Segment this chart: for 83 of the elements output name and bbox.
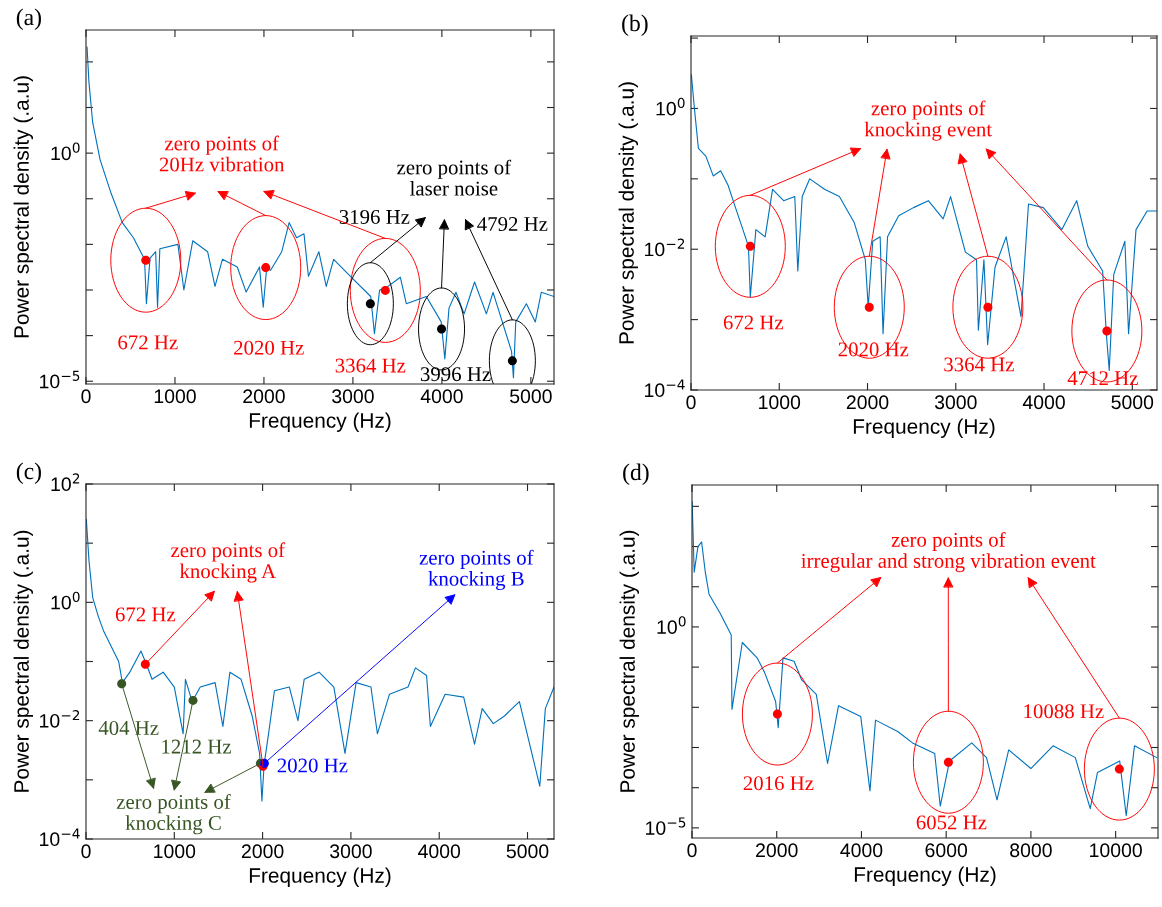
chart-title: (d) <box>623 463 649 485</box>
x-tick-label: 1000 <box>154 844 196 859</box>
y-axis-title: Power spectral density (.a.u) <box>13 76 33 338</box>
x-tick-label: 0 <box>81 844 91 859</box>
point <box>1114 764 1124 774</box>
annotation: 2020 Hz <box>234 340 304 355</box>
y-tick-label: 10$^{−5}$ <box>40 370 80 389</box>
x-axis-title: Frequency (Hz) <box>853 418 995 438</box>
x-tick-label: 1000 <box>154 389 196 404</box>
chart-title: (a) <box>16 8 41 30</box>
annotation: zero points of knocking A <box>171 542 286 583</box>
x-axis-title: Frequency (Hz) <box>854 866 996 886</box>
y-tick-label: 10$^{0}$ <box>51 142 80 161</box>
x-tick-label: 5000 <box>506 844 549 859</box>
y-tick-label: 10$^{−5}$ <box>646 817 686 835</box>
point <box>365 299 375 309</box>
point <box>745 241 755 251</box>
annotation: 2016 Hz <box>743 776 814 791</box>
x-tick-label: 5000 <box>510 389 552 404</box>
chart-title: (c) <box>16 462 41 484</box>
x-tick-label: 2000 <box>241 844 284 859</box>
annotation: 3364 Hz <box>944 357 1014 372</box>
chart-title: (b) <box>622 14 648 36</box>
annotation: zero points of irregular and strong vibration event <box>801 531 1096 573</box>
annotation: 2020 Hz <box>277 758 348 773</box>
annotation: 10088 Hz <box>1024 704 1104 719</box>
annotation: 3996 Hz <box>420 367 491 382</box>
point <box>943 757 953 767</box>
annotation: zero points of laser noise <box>397 159 512 196</box>
x-tick-label: 10000 <box>1090 843 1142 858</box>
x-tick-label: 4000 <box>1022 395 1065 410</box>
point <box>1102 326 1112 336</box>
point <box>437 324 447 334</box>
y-axis-title: Power spectral density (.a.u) <box>13 530 33 792</box>
annotation: 4792 Hz <box>477 217 548 232</box>
x-tick-label: 8000 <box>1010 843 1052 858</box>
x-tick-label: 2000 <box>243 389 285 404</box>
x-tick-label: 0 <box>686 395 696 410</box>
annotation: 1212 Hz <box>162 739 232 754</box>
annotation: zero points of 20Hz vibration <box>159 135 285 172</box>
x-tick-label: 4000 <box>840 843 883 858</box>
annotation: 672 Hz <box>115 607 176 622</box>
annotation: 2020 Hz <box>838 342 909 357</box>
x-axis-title: Frequency (Hz) <box>249 867 391 887</box>
point <box>261 263 271 273</box>
x-tick-label: 0 <box>687 843 697 858</box>
x-tick-label: 3000 <box>934 395 977 410</box>
point <box>983 302 993 312</box>
y-tick-label: 10$^{−2}$ <box>40 710 80 728</box>
annotation: zero points of knocking B <box>419 549 534 591</box>
x-tick-label: 2000 <box>846 395 889 410</box>
x-tick-label: 6000 <box>925 843 968 858</box>
y-tick-label: 10$^{−2}$ <box>645 238 685 257</box>
annotation: 672 Hz <box>723 315 784 330</box>
point <box>380 285 390 295</box>
x-tick-label: 2000 <box>756 843 798 858</box>
annotation: 3196 Hz <box>339 209 410 224</box>
point <box>507 356 517 366</box>
y-tick-label: 10$^{0}$ <box>51 591 80 610</box>
x-tick-label: 4000 <box>420 389 463 404</box>
y-tick-label: 10$^{0}$ <box>656 97 685 116</box>
annotation: 6052 Hz <box>916 815 987 830</box>
annotation: zero points of knocking event <box>864 100 992 141</box>
x-tick-label: 5000 <box>1111 395 1154 410</box>
x-tick-label: 1000 <box>759 395 801 410</box>
point <box>772 709 782 719</box>
point <box>864 302 874 312</box>
x-axis-title: Frequency (Hz) <box>249 412 391 432</box>
annotation: zero points of knocking C <box>116 794 231 835</box>
point <box>141 255 151 265</box>
x-tick-label: 4000 <box>418 844 461 859</box>
y-tick-label: 10$^{2}$ <box>51 473 80 492</box>
y-tick-label: 10$^{−4}$ <box>40 828 80 847</box>
annotation: 672 Hz <box>118 335 178 350</box>
y-tick-label: 10$^{0}$ <box>657 616 686 635</box>
x-tick-label: 3000 <box>330 844 372 859</box>
x-tick-label: 0 <box>81 389 91 404</box>
y-tick-label: 10$^{−4}$ <box>645 379 685 398</box>
x-tick-label: 3000 <box>332 389 374 404</box>
y-axis-title: Power spectral density (.a.u) <box>618 82 638 344</box>
annotation: 404 Hz <box>98 720 159 736</box>
annotation: 3364 Hz <box>335 358 406 373</box>
y-axis-title: Power spectral density (.a.u) <box>619 530 639 792</box>
